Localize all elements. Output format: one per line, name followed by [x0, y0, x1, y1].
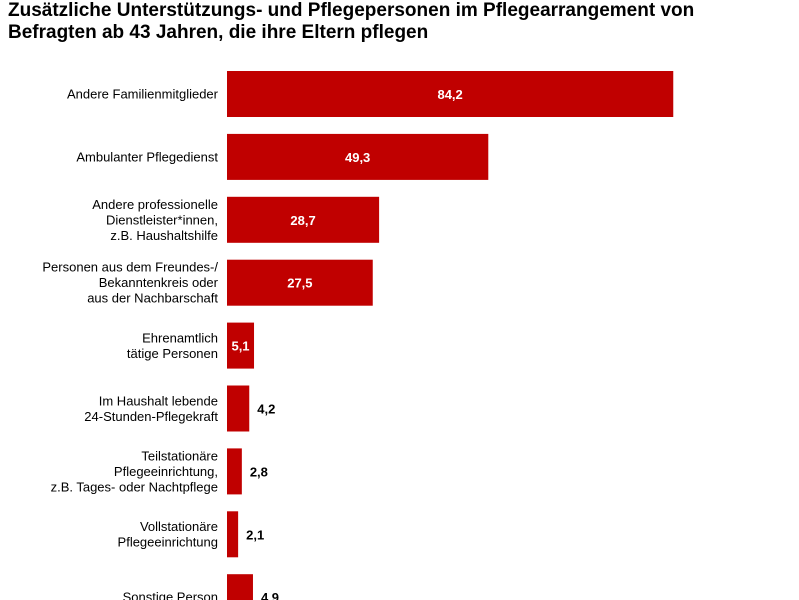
category-label: Im Haushalt lebende 24-Stunden-Pflegekraf…: [84, 393, 218, 424]
value-label: 4,2: [257, 402, 275, 417]
value-label: 27,5: [287, 276, 312, 291]
bar: [227, 196, 380, 243]
bar: [227, 322, 255, 369]
chart-title: Zusätzliche Unterstützungs- und Pflegepe…: [8, 0, 695, 43]
bar: [227, 71, 674, 117]
bar: [227, 574, 253, 600]
bar: [227, 511, 239, 558]
category-label: Andere Familienmitglieder: [67, 87, 219, 102]
value-label: 2,8: [250, 464, 268, 479]
value-label: 2,1: [246, 527, 264, 542]
category-label: Vollstationäre Pflegeeinrichtung: [118, 519, 218, 550]
bar: [227, 448, 242, 495]
category-label: Ehrenamtlich tätige Personen: [127, 330, 218, 361]
category-label: Ambulanter Pflegedienst: [76, 149, 218, 164]
category-label: Teilstationäre Pflegeeinrichtung, z.B. Tag…: [51, 448, 218, 494]
bar: [227, 259, 373, 306]
category-label: Sonstige Person: [123, 590, 218, 600]
bar: [227, 385, 250, 432]
value-label: 49,3: [345, 150, 370, 165]
category-label: Andere professionelle Dienstleister*innen…: [92, 197, 218, 243]
value-label: 5,1: [231, 339, 249, 354]
category-label: Personen aus dem Freundes-/Bekanntenkrei…: [42, 260, 218, 306]
value-label: 28,7: [290, 213, 315, 228]
bar: [227, 133, 489, 180]
value-label: 84,2: [437, 87, 462, 102]
value-label: 4,9: [261, 590, 279, 600]
